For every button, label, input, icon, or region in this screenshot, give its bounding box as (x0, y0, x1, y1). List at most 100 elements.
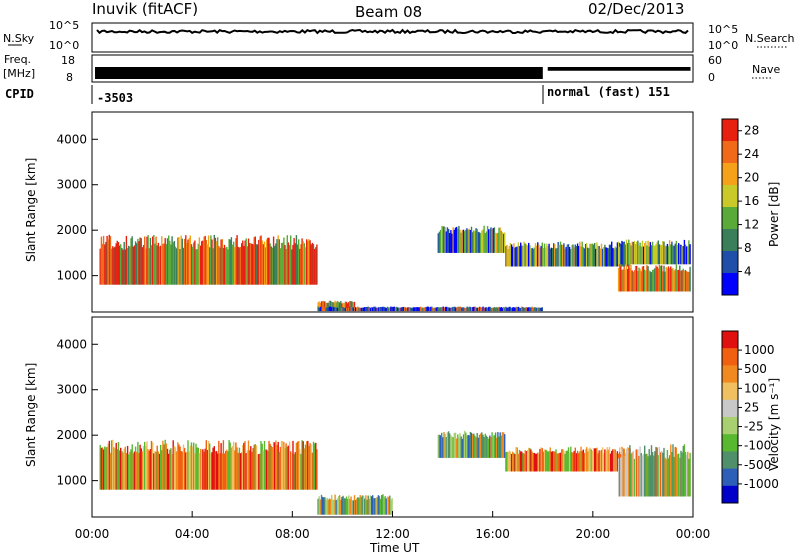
heatmap-cell (343, 303, 345, 310)
heatmap-cell (621, 240, 623, 265)
heatmap-cell (483, 225, 485, 253)
heatmap-cell (321, 306, 324, 312)
heatmap-cell (534, 243, 537, 267)
heatmap-cell (491, 432, 493, 458)
heatmap-cell (319, 499, 322, 515)
heatmap-cell (309, 443, 311, 490)
heatmap-cell (450, 307, 452, 312)
heatmap-cell (566, 450, 569, 472)
colorbar-swatch (722, 273, 738, 296)
heatmap-cell (531, 451, 533, 472)
heatmap-cell (109, 452, 112, 490)
heatmap-cell (339, 307, 341, 312)
heatmap-cell (474, 231, 476, 253)
heatmap-cell (230, 447, 233, 490)
heatmap-cell (514, 247, 516, 267)
x-tick-label: 04:00 (175, 527, 210, 541)
heatmap-cell (512, 451, 514, 472)
heatmap-cell (650, 445, 653, 497)
heatmap-cell (534, 307, 537, 312)
heatmap-cell (532, 453, 534, 472)
heatmap-cell (531, 306, 533, 312)
heatmap-cell (450, 435, 452, 458)
heatmap-cell (287, 242, 290, 285)
heatmap-cell (625, 239, 628, 265)
heatmap-cell (120, 244, 122, 285)
heatmap-cell (241, 243, 243, 285)
heatmap-cell (578, 453, 580, 472)
heatmap-cell (291, 453, 293, 490)
heatmap-cell (515, 306, 517, 312)
heatmap-cell (624, 269, 627, 292)
heatmap-cell (680, 270, 682, 292)
power-colorbar-label: Power [dB] (767, 182, 781, 247)
heatmap-cell (426, 306, 428, 312)
heatmap-cell (253, 237, 255, 285)
heatmap-cell (442, 226, 444, 253)
heatmap-cell (337, 301, 340, 310)
heatmap-cell (486, 436, 489, 458)
heatmap-cell (174, 246, 177, 285)
heatmap-cell (516, 447, 518, 472)
heatmap-cell (620, 244, 622, 265)
heatmap-cell (632, 271, 634, 292)
heatmap-cell (235, 238, 237, 285)
colorbar-swatch (722, 382, 738, 401)
y-tick-label: 2000 (56, 428, 87, 442)
y-tick-label: 4000 (56, 132, 87, 146)
heatmap-cell (374, 498, 376, 515)
heatmap-cell (180, 235, 182, 285)
heatmap-cell (243, 246, 245, 285)
heatmap-cell (510, 307, 513, 312)
heatmap-cell (128, 454, 130, 490)
heatmap-cell (347, 303, 349, 310)
heatmap-cell (570, 446, 572, 472)
heatmap-cell (199, 448, 202, 490)
heatmap-cell (474, 306, 476, 312)
heatmap-cell (438, 307, 440, 312)
heatmap-cell (515, 447, 517, 472)
heatmap-cell (266, 239, 268, 285)
heatmap-cell (370, 307, 373, 312)
heatmap-cell (453, 229, 455, 253)
heatmap-cell (470, 432, 473, 458)
heatmap-cell (648, 246, 650, 265)
heatmap-cell (345, 307, 348, 312)
colorbar-tick-label: 16 (744, 194, 759, 208)
heatmap-cell (473, 230, 475, 253)
heatmap-cell (326, 307, 328, 312)
heatmap-cell (344, 307, 347, 312)
heatmap-cell (153, 235, 155, 285)
heatmap-cell (680, 244, 682, 265)
heatmap-cell (502, 307, 505, 312)
heatmap-cell (467, 229, 469, 253)
heatmap-cell (672, 245, 674, 265)
heatmap-cell (260, 235, 262, 285)
heatmap-cell (653, 455, 655, 497)
velocity-colorbar-label: Velocity [m s⁻¹] (767, 378, 781, 471)
heatmap-cell (670, 444, 672, 497)
heatmap-cell (603, 247, 605, 267)
freq-trace (95, 67, 543, 79)
heatmap-cell (233, 241, 235, 285)
heatmap-cell (314, 248, 316, 285)
heatmap-cell (201, 241, 203, 285)
heatmap-cell (144, 236, 146, 285)
heatmap-cell (508, 450, 510, 472)
heatmap-cell (632, 241, 634, 265)
heatmap-cell (505, 452, 507, 472)
heatmap-cell (463, 307, 465, 312)
heatmap-cell (390, 306, 392, 312)
heatmap-cell (141, 247, 144, 285)
heatmap-cell (215, 241, 218, 285)
heatmap-cell (572, 452, 574, 472)
heatmap-cell (269, 243, 271, 285)
heatmap-cell (352, 302, 355, 310)
heatmap-cell (123, 448, 125, 490)
heatmap-cell (684, 452, 687, 497)
heatmap-cell (161, 450, 163, 490)
heatmap-cell (516, 306, 518, 312)
heatmap-cell (590, 243, 592, 267)
heatmap-cell (659, 244, 662, 265)
